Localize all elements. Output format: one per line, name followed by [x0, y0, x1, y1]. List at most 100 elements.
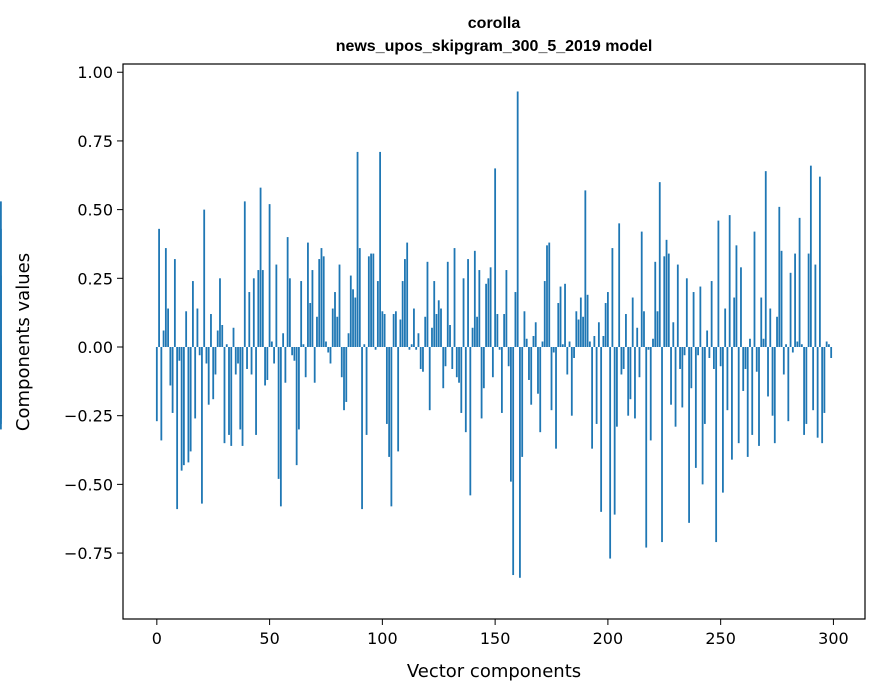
bar-component-112: [408, 347, 411, 350]
bar-component-155: [505, 270, 508, 347]
bar-component-68: [309, 303, 312, 347]
bar-component-129: [446, 261, 449, 347]
bar-component-264: [751, 347, 754, 435]
bar-component-215: [640, 231, 643, 347]
bar-component-118: [422, 347, 424, 372]
bar-component-62: [295, 347, 298, 466]
bar-component-285: [798, 217, 801, 347]
bar-component-63: [298, 347, 300, 430]
bar-component-45: [257, 270, 260, 347]
bar-component-151: [496, 314, 499, 347]
bar-component-133: [455, 347, 458, 378]
y-tick-label: −0.25: [64, 407, 113, 426]
chart-subtitle: news_upos_skipgram_300_5_2019 model: [336, 38, 653, 55]
bar-component-219: [649, 347, 652, 441]
bar-component-65: [302, 344, 305, 347]
bar-component-87: [352, 289, 354, 347]
bar-component-136: [462, 278, 465, 347]
bar-component-248: [715, 347, 718, 543]
bar-component-278: [782, 347, 785, 375]
bar-component-249: [717, 220, 720, 347]
bar-component-191: [586, 294, 589, 347]
bar-component-256: [733, 297, 736, 347]
bar-component-178: [557, 303, 560, 347]
bar-component-4: [164, 248, 167, 347]
bar-component-222: [656, 311, 659, 347]
bar-component-50: [268, 204, 271, 347]
bar-component-201: [609, 347, 612, 559]
bar-component-6: [169, 347, 172, 386]
bar-component-145: [482, 347, 485, 389]
bar-component-67: [307, 242, 309, 347]
x-tick-label: 50: [259, 629, 279, 648]
x-tick-label: 200: [593, 629, 624, 648]
bar-component-275: [776, 316, 778, 347]
bar-component-12: [182, 347, 185, 466]
bar-component-53: [275, 264, 278, 347]
bar-component-267: [758, 347, 760, 446]
bar-component-183: [568, 341, 571, 347]
bar-component-37: [239, 347, 242, 430]
bar-component-175: [550, 347, 553, 411]
bar-component-106: [394, 311, 397, 347]
bar-component-84: [345, 347, 348, 402]
bar-component-244: [706, 330, 709, 347]
bar-component-150: [494, 168, 497, 347]
bar-component-199: [604, 303, 607, 347]
bar-component-96: [372, 253, 375, 347]
plot-area-frame: [122, 63, 866, 620]
bar-component-85: [347, 333, 350, 347]
bar-component-168: [534, 322, 537, 347]
bar-component-232: [679, 347, 681, 369]
bar-component-205: [618, 223, 621, 347]
bar-component-undefined: [0, 275, 2, 347]
bar-component-131: [451, 347, 454, 369]
bar-component-250: [719, 347, 722, 367]
bar-component-148: [489, 267, 492, 347]
bar-component-296: [823, 347, 826, 413]
bar-component-294: [818, 176, 821, 347]
bar-component-69: [311, 270, 314, 347]
bar-component-27: [216, 330, 219, 347]
y-axis-label: Components values: [13, 253, 34, 431]
bar-component-163: [523, 311, 526, 347]
bar-component-74: [322, 256, 325, 347]
bar-component-130: [449, 325, 451, 347]
bar-component-122: [431, 327, 433, 347]
bar-component-288: [805, 347, 808, 424]
bar-component-245: [708, 347, 711, 358]
bar-component-75: [325, 341, 327, 347]
bar-component-291: [812, 347, 815, 411]
bar-component-172: [543, 281, 546, 347]
bar-component-157: [510, 347, 512, 482]
bar-component-113: [410, 344, 413, 347]
bar-component-117: [419, 347, 422, 369]
bar-component-70: [313, 347, 316, 383]
bar-component-36: [237, 347, 239, 364]
bar-component-234: [683, 347, 686, 356]
bar-component-152: [498, 347, 501, 350]
bar-component-268: [760, 297, 763, 347]
bar-component-166: [530, 347, 533, 405]
bar-component-189: [582, 316, 584, 347]
bar-component-23: [207, 347, 210, 405]
bar-component-233: [681, 347, 684, 408]
bar-component-261: [744, 347, 747, 369]
bar-component-174: [548, 242, 551, 347]
bar-component-100: [381, 311, 384, 347]
bar-component-95: [370, 253, 372, 347]
bar-component-221: [654, 261, 657, 347]
bar-component-51: [270, 341, 273, 347]
bar-component-153: [500, 347, 503, 413]
bar-component-270: [764, 171, 767, 347]
x-axis-label: Vector components: [407, 661, 581, 682]
bar-component-29: [221, 325, 224, 347]
bar-component-196: [597, 322, 600, 347]
bar-component-1: [158, 228, 160, 347]
bar-component-283: [794, 253, 796, 347]
bar-component-259: [740, 267, 742, 347]
bar-component-198: [602, 336, 605, 347]
bar-component-30: [223, 347, 226, 444]
bar-component-139: [469, 347, 472, 496]
bar-component-207: [622, 347, 625, 369]
